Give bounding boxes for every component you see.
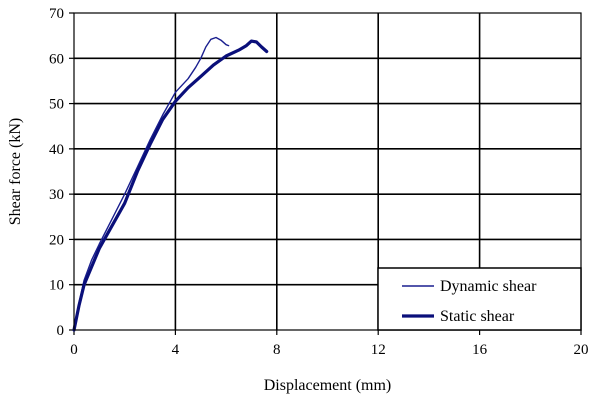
legend: Dynamic shear Static shear: [377, 267, 582, 331]
x-tick-label: 16: [472, 342, 488, 358]
x-tick-labels: 0 4 8 12 16 20: [70, 342, 588, 358]
y-tick-label: 0: [57, 323, 65, 339]
legend-label-dynamic-shear: Dynamic shear: [440, 278, 537, 295]
y-axis-label: Shear force (kN): [7, 118, 24, 226]
y-tick-label: 20: [49, 232, 64, 248]
y-tick-label: 10: [49, 278, 64, 294]
y-tick-label: 50: [49, 97, 64, 113]
series-line-static-shear: [72, 39, 269, 332]
y-tick-labels: 0 10 20 30 40 50 60 70: [49, 6, 64, 339]
x-tick-label: 8: [273, 342, 281, 358]
x-tick-label: 4: [172, 342, 180, 358]
series-layer: [72, 36, 269, 332]
series-line-dynamic-shear: [73, 36, 230, 331]
plot-grid: [69, 12, 582, 335]
y-tick-label: 40: [49, 142, 64, 158]
x-tick-label: 20: [574, 342, 589, 358]
legend-label-static-shear: Static shear: [440, 308, 515, 325]
plot-frame: [73, 12, 582, 331]
y-tick-label: 60: [49, 51, 64, 67]
legend-box: [377, 267, 582, 331]
x-tick-label: 12: [371, 342, 386, 358]
x-axis-label: Displacement (mm): [264, 377, 392, 394]
y-tick-label: 70: [49, 6, 64, 22]
y-tick-label: 30: [49, 187, 64, 203]
x-tick-label: 0: [70, 342, 78, 358]
